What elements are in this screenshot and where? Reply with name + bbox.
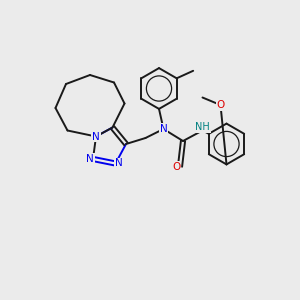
Text: NH: NH [195, 122, 210, 133]
Text: N: N [115, 158, 122, 169]
Text: N: N [92, 131, 100, 142]
Text: O: O [172, 161, 181, 172]
Text: N: N [160, 124, 167, 134]
Text: O: O [216, 100, 225, 110]
Text: N: N [86, 154, 94, 164]
